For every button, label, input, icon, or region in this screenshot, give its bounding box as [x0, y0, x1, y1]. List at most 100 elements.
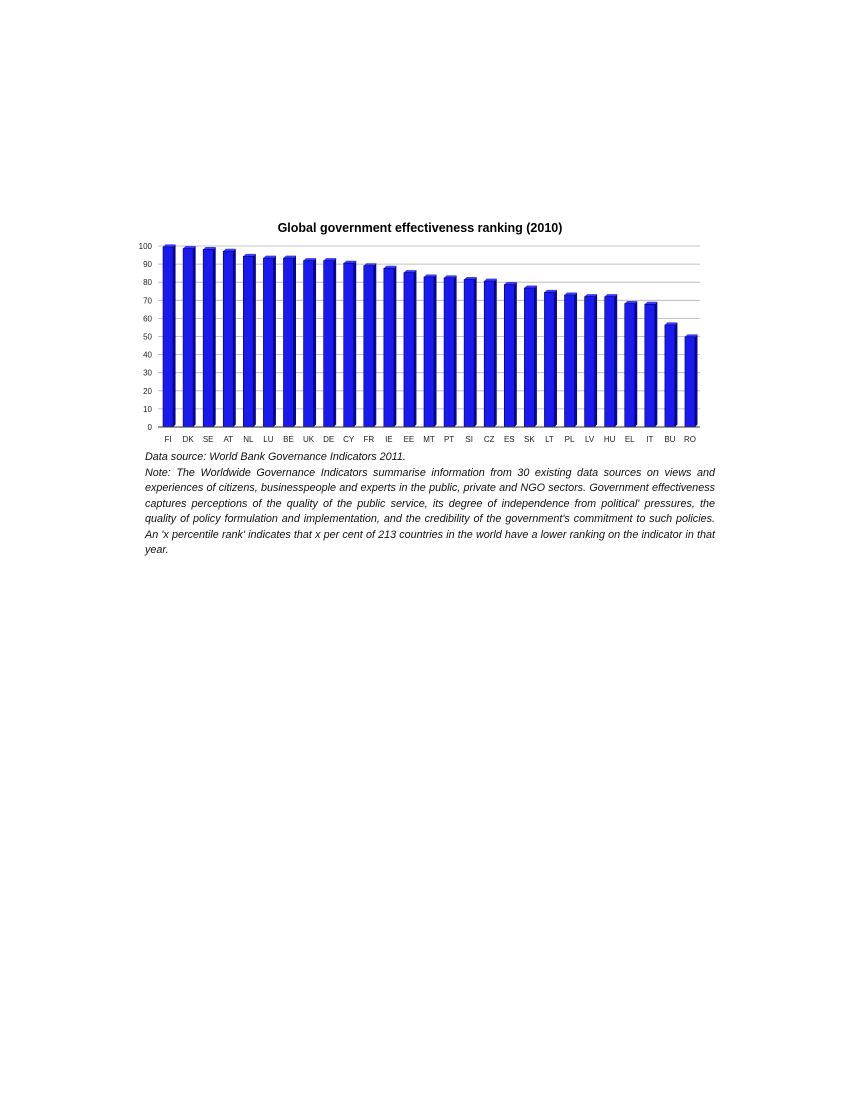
bar-top — [203, 246, 216, 250]
x-tick-label: NL — [243, 435, 254, 444]
bar-front — [463, 279, 475, 428]
bar-front — [182, 248, 194, 428]
chart-caption: Data source: World Bank Governance Indic… — [145, 450, 715, 559]
bar-lu — [263, 255, 276, 428]
x-tick-label: SI — [465, 435, 473, 444]
bar-top — [524, 285, 537, 288]
bar-side — [393, 265, 397, 427]
y-tick-label: 0 — [148, 423, 153, 432]
y-tick-label: 90 — [143, 260, 152, 269]
bar-top — [183, 246, 196, 249]
bar-front — [644, 303, 656, 428]
bar-lt — [544, 289, 557, 428]
bar-side — [353, 260, 357, 427]
bar-side — [614, 294, 618, 427]
bar-front — [283, 257, 294, 428]
bar-side — [534, 285, 537, 427]
x-tick-label: ES — [504, 435, 515, 444]
x-tick-label: FR — [363, 435, 374, 444]
bar-fi — [162, 244, 176, 428]
bar-side — [213, 246, 216, 427]
bar-top — [323, 258, 337, 261]
bar-mt — [423, 274, 437, 428]
bar-side — [454, 275, 457, 427]
x-tick-label: DK — [183, 435, 195, 444]
bar-hu — [604, 294, 618, 428]
y-tick-label: 70 — [143, 296, 152, 305]
bar-de — [323, 258, 337, 428]
bar-si — [463, 276, 477, 428]
bar-front — [343, 262, 355, 428]
bar-fr — [363, 263, 377, 428]
bar-at — [222, 248, 236, 428]
bar-front — [664, 324, 676, 428]
x-tick-label: EL — [625, 435, 635, 444]
bar-top — [263, 255, 276, 259]
bar-top — [604, 294, 618, 297]
x-tick-label: CY — [343, 435, 355, 444]
bar-ro — [684, 334, 698, 428]
bar-front — [303, 260, 314, 428]
note-text: Note: The Worldwide Governance Indicator… — [145, 466, 715, 557]
y-tick-label: 80 — [143, 278, 152, 287]
bar-side — [574, 292, 578, 427]
bar-front — [403, 272, 415, 428]
bar-cz — [483, 278, 497, 428]
x-tick-label: IT — [646, 435, 653, 444]
y-tick-label: 50 — [143, 333, 152, 342]
x-tick-label: UK — [303, 435, 315, 444]
x-tick-label: RO — [684, 435, 696, 444]
bar-top — [464, 276, 477, 280]
chart-title: Global government effectiveness ranking … — [278, 221, 563, 235]
bar-top — [564, 292, 578, 296]
bar-front — [524, 287, 535, 428]
bar-top — [664, 322, 678, 325]
x-axis-tick-labels: FI DK SE AT NL LU BE UK DE CY FR IE EE MT PT SI CZ ES SK LT… — [164, 435, 695, 444]
bar-top — [243, 253, 256, 257]
bar-side — [594, 294, 598, 427]
bar-front — [162, 246, 174, 428]
y-tick-label: 20 — [143, 387, 152, 396]
bar-side — [373, 263, 377, 427]
bar-side — [233, 248, 236, 427]
bar-front — [423, 276, 435, 428]
x-tick-label: AT — [223, 435, 233, 444]
bar-side — [253, 253, 256, 427]
x-tick-label: LU — [263, 435, 273, 444]
x-tick-label: HU — [604, 435, 616, 444]
bar-side — [634, 301, 638, 427]
bar-top — [283, 255, 296, 259]
bar-ie — [383, 265, 397, 428]
bar-top — [504, 282, 517, 285]
bar-dk — [182, 246, 196, 428]
bar-top — [644, 301, 658, 305]
bar-it — [644, 301, 658, 428]
bar-side — [514, 282, 517, 427]
bar-front — [483, 280, 495, 428]
bar-top — [343, 260, 357, 264]
x-tick-label: IE — [385, 435, 393, 444]
x-tick-label: MT — [423, 435, 435, 444]
bar-side — [434, 274, 437, 427]
y-tick-label: 100 — [139, 242, 153, 251]
bar-top — [584, 294, 598, 297]
bar-be — [283, 255, 296, 428]
bar-top — [544, 289, 557, 293]
bar-front — [383, 267, 395, 428]
x-tick-label: PT — [444, 435, 454, 444]
bar-chart: Global government effectiveness ranking … — [139, 221, 700, 444]
bar-side — [313, 258, 317, 427]
bar-side — [333, 258, 337, 427]
bar-side — [173, 244, 176, 427]
bar-top — [383, 265, 397, 269]
bar-front — [503, 284, 515, 428]
bar-pl — [564, 292, 578, 428]
y-axis-tick-labels: 0 10 20 30 40 50 60 70 80 90 100 — [139, 242, 153, 432]
bar-front — [243, 256, 254, 428]
bar-top — [303, 258, 317, 261]
bar-nl — [243, 253, 256, 428]
y-tick-label: 10 — [143, 405, 152, 414]
x-tick-label: CZ — [484, 435, 495, 444]
bar-top — [223, 248, 236, 252]
bar-top — [363, 263, 377, 266]
